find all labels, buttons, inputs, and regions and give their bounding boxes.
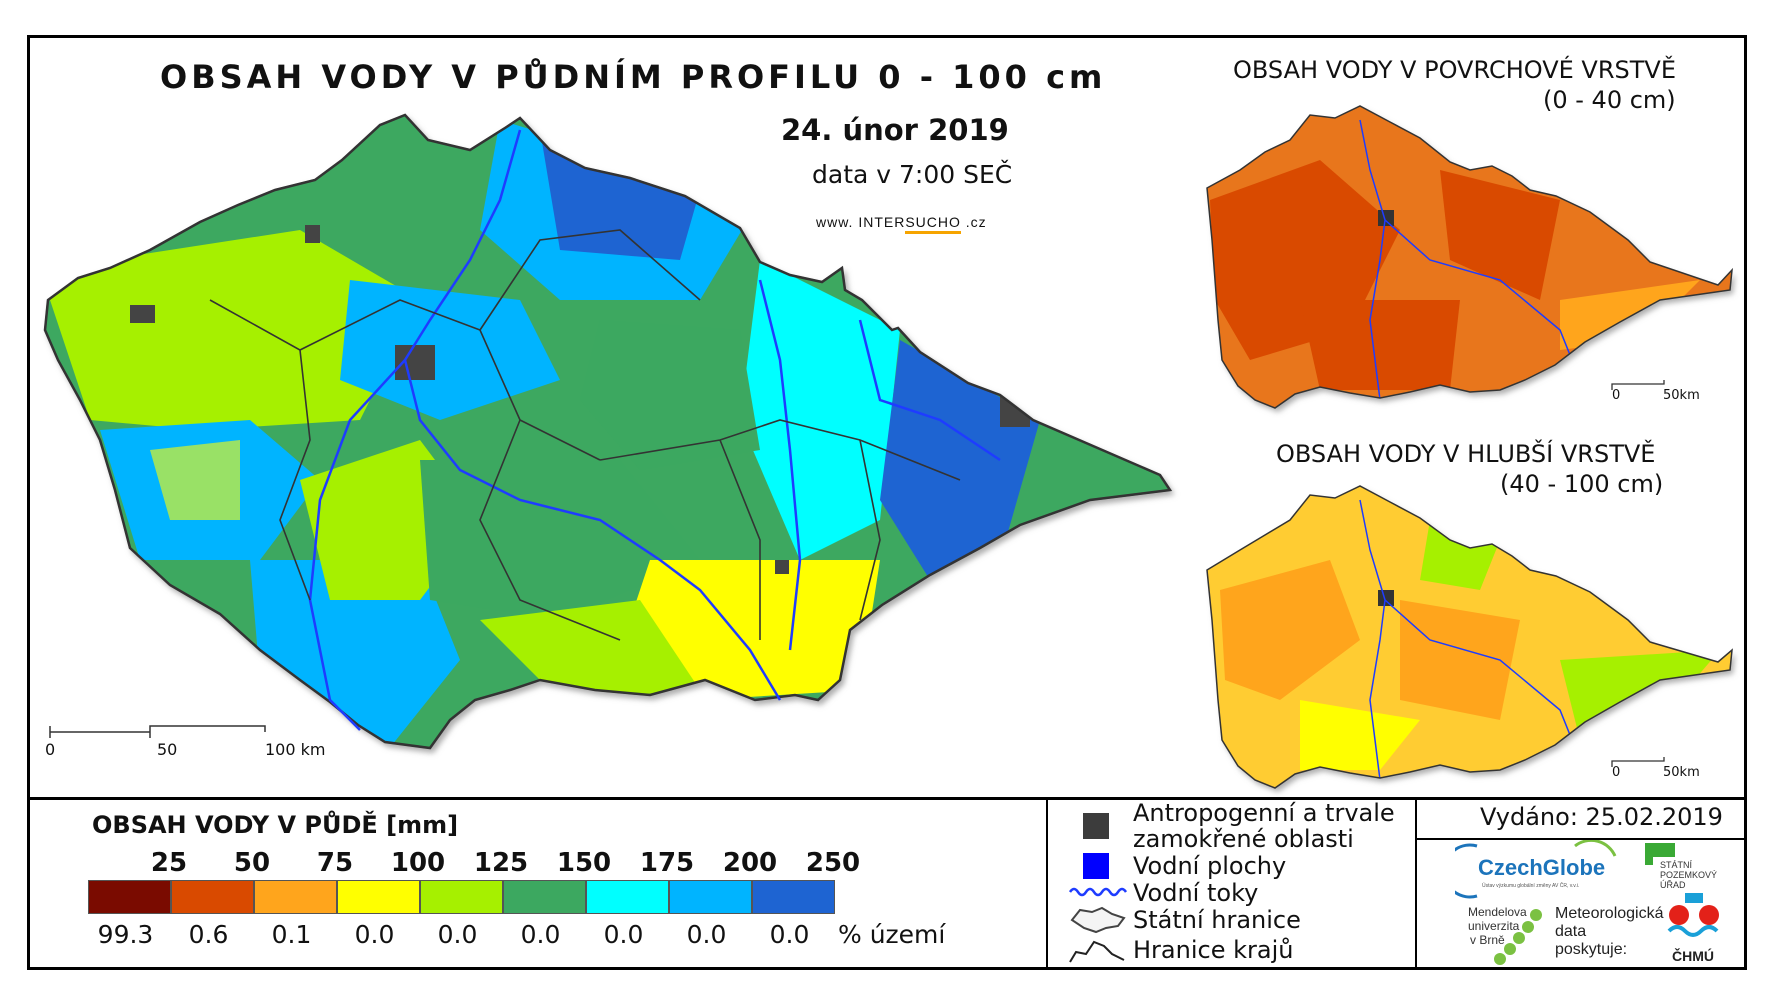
legend-separator-1	[1046, 797, 1048, 970]
legend-swatch-9	[752, 880, 835, 914]
inset-top-subtitle: (0 - 40 cm)	[1543, 86, 1676, 114]
inset-top-title: OBSAH VODY V POVRCHOVÉ VRSTVĚ	[1233, 56, 1676, 84]
legend-percent-value: 99.3	[97, 920, 154, 949]
state-border-symbol	[1070, 906, 1126, 934]
legend-percent-value: 0.1	[271, 920, 312, 949]
anthropogenic-label-2: zamokřené oblasti	[1133, 825, 1354, 853]
website-brand-plain: INTER	[858, 214, 906, 230]
percent-unit: % území	[838, 920, 946, 949]
main-scale-bar	[49, 725, 266, 738]
main-scale-label-0: 0	[45, 740, 56, 759]
issued-divider	[1415, 838, 1747, 840]
anthropogenic-swatch	[1083, 813, 1109, 839]
spu-line-3: ÚŘAD	[1660, 880, 1686, 890]
mendel-line-2: univerzita	[1468, 919, 1520, 933]
anthropogenic-label-1: Antropogenní a trvale	[1133, 799, 1395, 827]
legend-percent-value: 0.0	[603, 920, 644, 949]
legend-swatch-1	[88, 880, 171, 914]
czechglobe-subtitle: Ústav výzkumu globální změny AV ČR, v.v.…	[1482, 883, 1580, 889]
legend-percent-value: 0.0	[520, 920, 561, 949]
rivers-label: Vodní toky	[1133, 879, 1259, 907]
water-body-swatch	[1083, 853, 1109, 879]
legend-break-label: 100	[390, 848, 446, 878]
spu-logo-mark-tail	[1645, 843, 1653, 865]
inset-bottom-subtitle: (40 - 100 cm)	[1500, 470, 1664, 498]
inset-bottom-scale-50: 50km	[1663, 765, 1700, 780]
inset-bottom-scale-0: 0	[1612, 765, 1621, 780]
spu-line-1: STÁTNÍ	[1660, 860, 1693, 870]
legend-swatch-8	[669, 880, 752, 914]
inset-top-scale-50: 50km	[1663, 388, 1700, 403]
mendel-line-1: Mendelova	[1468, 905, 1527, 919]
water-bodies-label: Vodní plochy	[1133, 852, 1287, 880]
inset-top-scale-0: 0	[1612, 388, 1621, 403]
legend-divider	[27, 797, 1747, 800]
region-border-symbol	[1069, 940, 1125, 963]
czechglobe-name: CzechGlobe	[1478, 855, 1606, 880]
legend-percent-value: 0.0	[686, 920, 727, 949]
legend-break-label: 50	[233, 848, 271, 878]
mendel-logo-dots	[1494, 909, 1542, 965]
legend-swatch-4	[337, 880, 420, 914]
legend-break-label: 250	[805, 848, 861, 878]
legend-title: OBSAH VODY V PŮDĚ [mm]	[92, 811, 459, 839]
region-border-label: Hranice krajů	[1133, 936, 1294, 964]
main-scale-label-50: 50	[157, 740, 178, 759]
legend-break-label: 175	[639, 848, 695, 878]
met-line-3: poskytuje:	[1555, 941, 1628, 958]
map-date: 24. únor 2019	[781, 113, 1009, 147]
chmu-logo	[1667, 893, 1719, 937]
spu-line-2: POZEMKOVÝ	[1660, 870, 1718, 880]
legend-percent-value: 0.0	[437, 920, 478, 949]
legend-percent-value: 0.6	[188, 920, 229, 949]
main-map-title: OBSAH VODY V PŮDNÍM PROFILU 0 - 100 cm	[160, 58, 1107, 96]
legend-percent-value: 0.0	[769, 920, 810, 949]
legend-break-label: 25	[150, 848, 188, 878]
legend-swatch-6	[503, 880, 586, 914]
legend-percent-value: 0.0	[354, 920, 395, 949]
website-prefix: www.	[816, 214, 854, 230]
chmu-name: ČHMÚ	[1672, 948, 1714, 964]
legend-swatch-3	[254, 880, 337, 914]
legend-break-label: 75	[316, 848, 354, 878]
river-line-symbol	[1068, 887, 1128, 897]
met-line-1: Meteorologická	[1555, 905, 1664, 922]
website-suffix: .cz	[965, 214, 987, 230]
legend-break-label: 125	[473, 848, 529, 878]
czechglobe-logo	[1455, 840, 1617, 899]
legend-swatch-7	[586, 880, 669, 914]
legend-break-label: 200	[722, 848, 778, 878]
legend-separator-2	[1415, 797, 1417, 970]
state-border-label: Státní hranice	[1133, 906, 1301, 934]
data-time: data v 7:00 SEČ	[812, 160, 1013, 189]
met-line-2: data	[1555, 923, 1587, 940]
inset-bottom-scale-bar	[1611, 757, 1665, 767]
issued-date: Vydáno: 25.02.2019	[1480, 803, 1723, 831]
website-brand-accent: SUCHO	[905, 214, 961, 234]
inset-top-scale-bar	[1611, 380, 1665, 390]
legend-swatch-5	[420, 880, 503, 914]
website-link[interactable]: www. INTERSUCHO .cz	[816, 214, 987, 234]
legend-swatch-2	[171, 880, 254, 914]
main-scale-label-100: 100 km	[265, 740, 326, 759]
mendel-line-3: v Brně	[1470, 933, 1505, 947]
legend-break-label: 150	[556, 848, 612, 878]
inset-bottom-title: OBSAH VODY V HLUBŠÍ VRSTVĚ	[1276, 440, 1656, 468]
